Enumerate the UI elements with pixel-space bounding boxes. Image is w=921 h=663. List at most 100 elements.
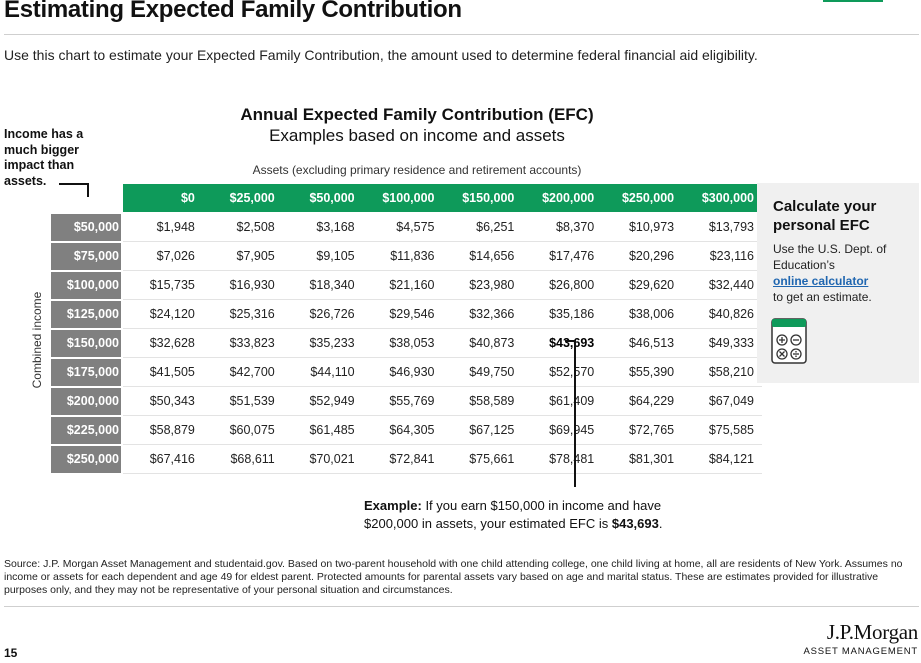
jpmorgan-logo: J.P.Morgan ASSET MANAGEMENT	[790, 620, 918, 657]
efc-cell: $35,233	[309, 336, 355, 350]
efc-cell: $23,980	[469, 278, 515, 292]
efc-cell: $20,296	[628, 249, 675, 263]
efc-cell: $23,116	[709, 249, 754, 263]
efc-cell: $64,305	[389, 423, 435, 437]
efc-cell: $38,006	[628, 307, 675, 321]
efc-cell: $24,120	[149, 307, 195, 321]
column-header: $200,000	[542, 191, 595, 205]
efc-cell: $4,575	[396, 220, 435, 234]
efc-cell: $58,879	[149, 423, 195, 437]
income-label: $250,000	[51, 446, 121, 473]
efc-cell: $61,485	[309, 423, 355, 437]
column-header: $300,000	[701, 191, 754, 205]
calculator-text: Use the U.S. Dept. of Education’s online…	[773, 241, 913, 305]
efc-cell: $70,021	[309, 452, 355, 466]
income-label: $225,000	[51, 417, 121, 444]
efc-cell: $58,589	[469, 394, 515, 408]
column-header: $25,000	[229, 191, 275, 205]
assets-axis-label: Assets (excluding primary residence and …	[252, 163, 582, 177]
table-row: $225,000 $58,879 $60,075 $61,485 $64,305 $67,…	[51, 416, 762, 445]
income-label: $100,000	[51, 272, 121, 299]
example-text-2: $200,000 in assets, your estimated EFC i…	[364, 516, 609, 531]
efc-cell: $32,628	[149, 336, 195, 350]
income-label: $50,000	[51, 214, 121, 241]
efc-cell: $46,513	[628, 336, 675, 350]
chart-subtitle: Examples based on income and assets	[269, 126, 565, 145]
efc-cell: $40,826	[708, 307, 754, 321]
logo-name: J.P.Morgan	[826, 620, 918, 644]
efc-cell: $40,873	[469, 336, 515, 350]
efc-cell: $61,409	[549, 394, 595, 408]
column-header: $0	[180, 191, 195, 205]
efc-cell: $38,053	[389, 336, 435, 350]
efc-cell: $60,075	[229, 423, 275, 437]
table-row: $200,000 $50,343 $51,539 $52,949 $55,769 $58,…	[51, 387, 762, 416]
accent-line	[823, 0, 883, 2]
efc-cell: $78,481	[549, 452, 595, 466]
efc-cell: $55,390	[628, 365, 675, 379]
efc-cell: $7,026	[156, 249, 195, 263]
efc-cell: $75,661	[469, 452, 515, 466]
efc-cell: $35,186	[549, 307, 595, 321]
column-header: $250,000	[621, 191, 675, 205]
page-title: Estimating Expected Family Contribution	[4, 0, 462, 23]
efc-cell: $32,366	[469, 307, 515, 321]
column-header: $100,000	[382, 191, 435, 205]
efc-cell: $18,340	[309, 278, 355, 292]
example-label: Example:	[364, 498, 422, 513]
income-label: $150,000	[51, 330, 121, 357]
efc-cell: $84,121	[708, 452, 754, 466]
calculator-title: Calculate your personal EFC	[773, 198, 877, 234]
efc-cell: $67,125	[469, 423, 515, 437]
logo-sub: ASSET MANAGEMENT	[803, 646, 918, 657]
table-row: $175,000 $41,505 $42,700 $44,110 $46,930 $49,…	[51, 358, 762, 387]
efc-cell: $52,949	[309, 394, 355, 408]
efc-cell: $14,656	[469, 249, 515, 263]
efc-cell: $52,570	[549, 365, 595, 379]
example-callout: Example: If you earn $150,000 in income …	[364, 497, 662, 533]
efc-cell: $55,769	[389, 394, 435, 408]
example-end: .	[658, 516, 663, 531]
efc-cell: $67,049	[708, 394, 754, 408]
note-connector-tick	[87, 183, 89, 197]
income-impact-note: Income has a much bigger impact than ass…	[4, 127, 84, 188]
efc-cell: $41,505	[149, 365, 195, 379]
income-axis-label: Combined income	[30, 291, 44, 389]
efc-cell: $72,841	[389, 452, 435, 466]
efc-cell: $75,585	[708, 423, 754, 437]
efc-cell: $8,370	[556, 220, 595, 234]
source-footnote: Source: J.P. Morgan Asset Management and…	[4, 558, 903, 596]
efc-cell: $50,343	[149, 394, 195, 408]
efc-cell: $49,750	[469, 365, 515, 379]
online-calculator-link[interactable]: online calculator	[773, 274, 869, 288]
highlight-connector-vertical	[574, 340, 576, 487]
calculator-icon	[771, 318, 807, 364]
income-label: $125,000	[51, 301, 121, 328]
page-subtitle: Use this chart to estimate your Expected…	[4, 47, 758, 63]
title-divider	[4, 34, 919, 35]
efc-cell: $69,945	[549, 423, 595, 437]
column-header: $50,000	[309, 191, 355, 205]
table-row: $50,000 $1,948 $2,508 $3,168 $4,575 $6,251 $8,…	[51, 213, 762, 242]
table-row: $125,000 $24,120 $25,316 $26,726 $29,546 $32,…	[51, 300, 762, 329]
efc-cell: $15,735	[149, 278, 195, 292]
efc-cell: $26,800	[549, 278, 595, 292]
efc-cell: $32,440	[708, 278, 754, 292]
efc-cell: $3,168	[316, 220, 355, 234]
calculator-text-after: to get an estimate.	[773, 290, 872, 304]
table-header-row: $0 $25,000 $50,000 $100,000 $150,000 $200,000…	[123, 184, 762, 212]
income-label: $175,000	[51, 359, 121, 386]
efc-cell: $81,301	[628, 452, 675, 466]
example-text-1: If you earn $150,000 in income and have	[425, 498, 662, 513]
efc-cell: $68,611	[230, 452, 275, 466]
efc-cell: $33,823	[229, 336, 275, 350]
efc-cell: $16,930	[229, 278, 275, 292]
highlighted-efc-cell: $43,693	[549, 336, 595, 350]
income-label: $75,000	[51, 243, 121, 270]
efc-cell: $26,726	[309, 307, 355, 321]
efc-cell: $25,316	[229, 307, 275, 321]
efc-cell: $58,210	[708, 365, 754, 379]
efc-cell: $1,948	[156, 220, 195, 234]
efc-cell: $46,930	[389, 365, 435, 379]
table-row: $150,000 $32,628 $33,823 $35,233 $38,053 $40,…	[51, 329, 762, 358]
